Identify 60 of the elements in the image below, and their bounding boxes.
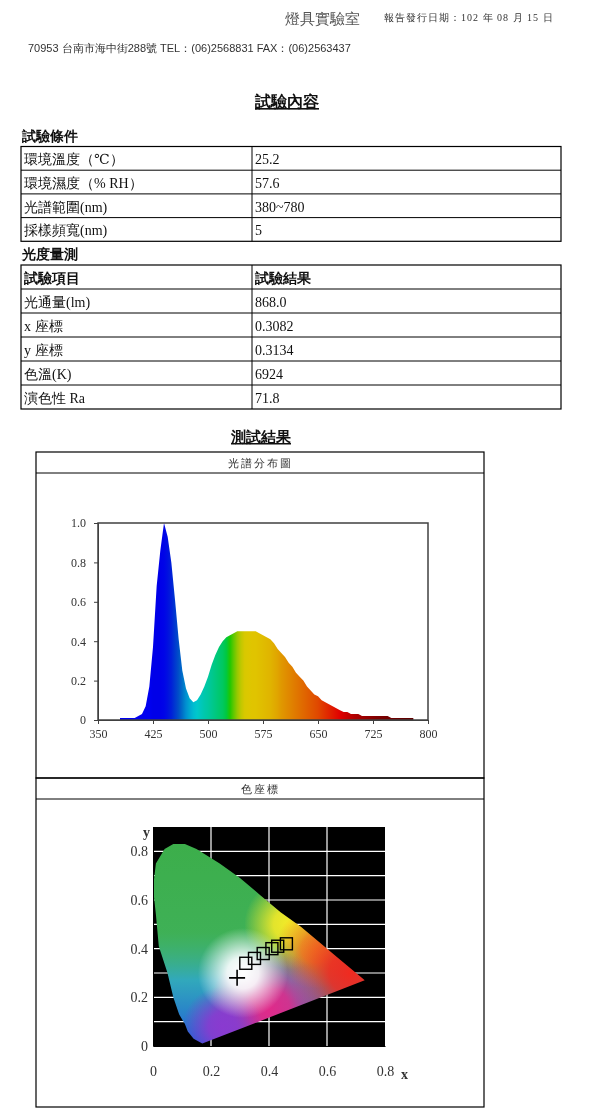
y-tick-label: 0.2 (71, 673, 86, 688)
x-tick-label: 650 (309, 726, 328, 741)
x-tick-label: 0.6 (318, 1063, 337, 1079)
point (247, 951, 262, 966)
text: 71.8 (255, 391, 280, 406)
text: 5 (255, 223, 262, 239)
x-tick-label: 0.4 (260, 1063, 279, 1079)
text: x 座標 (24, 319, 63, 334)
text: 70953 台南市海中街288號 TEL：(06)2568831 FAX：(06)2563437 (28, 42, 351, 54)
text: 環境濕度（% RH） (24, 175, 143, 191)
text: 57.6 (255, 175, 280, 191)
x-tick-label: 0.2 (202, 1063, 221, 1079)
point (265, 941, 279, 956)
chart-subtitle: 光譜分布圖 (227, 457, 293, 469)
text: 色溫(K) (24, 367, 72, 383)
text: 採樣頻寬(nm) (24, 223, 108, 240)
text: 試驗項目 (23, 270, 80, 286)
text: 報告發行日期：102 年 08 月 15 日 (384, 12, 554, 23)
y-axis-title: y (143, 825, 150, 840)
y-tick-label: 0.2 (130, 990, 148, 1006)
point (239, 956, 253, 970)
y-tick-label: 0.8 (71, 555, 86, 570)
text: 光通量(lm) (24, 295, 91, 311)
x-tick-label: 725 (364, 726, 383, 741)
y-tick-label: 0.8 (130, 844, 148, 860)
text: 0.3082 (255, 319, 294, 334)
text: 演色性 Ra (24, 391, 86, 406)
text: 6924 (255, 367, 283, 382)
x-tick-label: 500 (199, 726, 218, 741)
text: 380~780 (255, 199, 305, 215)
y-tick-label: 0 (141, 1038, 148, 1054)
x-tick-label: 575 (254, 726, 273, 741)
text: 試驗結果 (254, 270, 312, 286)
y-tick-label: 0.6 (130, 892, 148, 908)
text: 868.0 (255, 295, 287, 310)
text: y 座標 (24, 343, 63, 358)
point (271, 939, 285, 953)
chart-title: 色座標 (240, 783, 280, 795)
y-tick-label: 0.4 (130, 941, 148, 957)
y-tick-label: 0 (80, 713, 86, 728)
x-tick-label: 350 (89, 726, 108, 741)
x-tick-label: 425 (144, 726, 163, 741)
text: 試驗條件 (21, 128, 78, 144)
text: 光譜範圍(nm) (24, 199, 108, 216)
x-tick-label: 800 (419, 726, 438, 741)
text: 光度量測 (21, 246, 78, 262)
text: 環境溫度（℃） (24, 152, 124, 168)
y-tick-label: 1.0 (71, 516, 86, 531)
x-tick-label: 0.8 (376, 1063, 395, 1079)
text: 試驗內容 (254, 92, 319, 110)
text: 0.3134 (255, 343, 294, 358)
y-tick-label: 0.6 (71, 595, 86, 610)
point (228, 969, 246, 987)
point (279, 937, 294, 951)
x-axis-title: x (401, 1066, 408, 1082)
chart-title: 測試結果 (230, 429, 292, 445)
text: 25.2 (255, 152, 280, 168)
text: 燈具實驗室 (285, 11, 360, 27)
y-tick-label: 0.4 (71, 634, 86, 649)
point (256, 946, 270, 961)
